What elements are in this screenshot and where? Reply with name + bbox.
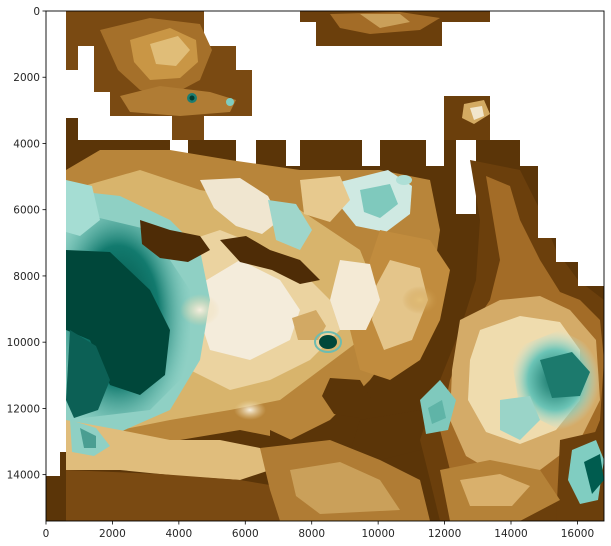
y-tick-label: 10000 <box>7 337 40 349</box>
y-tick-label: 6000 <box>13 205 40 217</box>
x-axis: 0 2000 4000 6000 8000 10000 12000 14000 16000 <box>43 521 594 540</box>
x-tick-label: 8000 <box>298 528 325 540</box>
y-tick-label: 14000 <box>7 470 40 482</box>
y-tick-label: 2000 <box>13 72 40 84</box>
x-tick-label: 6000 <box>232 528 259 540</box>
x-tick-label: 0 <box>43 528 50 540</box>
plot-frame <box>45 10 605 522</box>
x-tick-label: 14000 <box>494 528 527 540</box>
heatmap-raster <box>46 11 604 521</box>
y-tick-label: 0 <box>33 6 40 18</box>
y-tick-label: 12000 <box>7 403 40 415</box>
y-tick-label: 4000 <box>13 138 40 150</box>
x-tick-label: 12000 <box>428 528 461 540</box>
x-tick-label: 10000 <box>361 528 394 540</box>
y-tick-label: 8000 <box>13 271 40 283</box>
x-tick-label: 4000 <box>165 528 192 540</box>
x-tick-label: 2000 <box>99 528 126 540</box>
y-axis: 0 2000 4000 6000 8000 10000 12000 14000 <box>7 6 46 482</box>
x-tick-label: 16000 <box>561 528 594 540</box>
